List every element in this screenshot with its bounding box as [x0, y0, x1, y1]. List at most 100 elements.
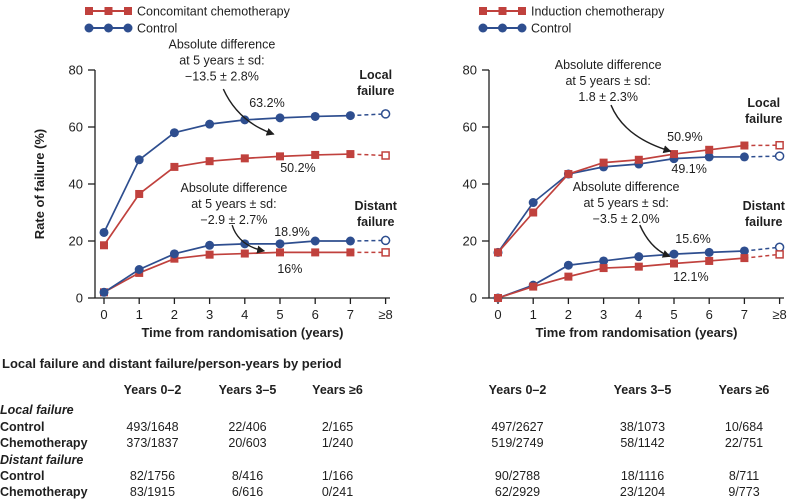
data-point-marker	[346, 150, 354, 158]
y-tick-label: 80	[463, 63, 477, 78]
x-tick-label: 1	[136, 307, 143, 322]
x-tick-label: ≥8	[772, 307, 786, 322]
data-point-marker	[494, 248, 502, 256]
legend-item: Concomitant chemotherapy	[85, 5, 291, 19]
data-point-marker	[670, 150, 678, 158]
table-value: 1/240	[295, 435, 380, 451]
data-point-marker	[635, 263, 643, 271]
x-axis-title: Time from randomisation (years)	[141, 325, 343, 340]
data-point-marker	[529, 283, 537, 291]
data-point-marker	[170, 249, 179, 258]
annotation-arrow	[640, 225, 670, 256]
x-tick-label: 0	[100, 307, 107, 322]
table-spacer	[380, 468, 450, 484]
table-corner	[0, 382, 105, 402]
table-value: 38/1073	[585, 419, 700, 435]
table-value: 18/1116	[585, 468, 700, 484]
x-tick-label: 3	[600, 307, 607, 322]
annotation-text: at 5 years ± sd:	[583, 196, 668, 210]
annotation-text: −3.5 ± 2.0%	[593, 212, 660, 226]
y-tick-label: 40	[69, 177, 83, 192]
value-label: 15.6%	[675, 232, 710, 246]
legend-item: Induction chemotherapy	[479, 5, 665, 19]
y-tick-label: 60	[69, 120, 83, 135]
value-label: 18.9%	[274, 225, 309, 239]
data-point-marker	[170, 163, 178, 171]
curve-group-label: failure	[357, 215, 395, 229]
x-tick-label: 0	[494, 307, 501, 322]
data-point-marker	[479, 7, 487, 15]
data-point-marker	[705, 257, 713, 265]
table-value: 493/1648	[105, 419, 200, 435]
column-header: Years 0–2	[105, 382, 200, 402]
data-point-marker	[740, 142, 748, 150]
series-dashed-extension	[744, 254, 779, 258]
data-point-marker	[311, 248, 319, 256]
data-point-marker	[135, 265, 144, 274]
x-tick-label: ≥8	[378, 307, 392, 322]
series-dashed-extension	[744, 156, 779, 157]
annotation-text: −2.9 ± 2.7%	[200, 213, 267, 227]
data-point-marker	[518, 24, 527, 33]
data-point-marker	[206, 251, 214, 259]
data-point-marker	[564, 273, 572, 281]
table-value: 22/751	[700, 435, 788, 451]
annotation-text: at 5 years ± sd:	[179, 54, 264, 68]
table-value: 58/1142	[585, 435, 700, 451]
data-point-marker	[135, 155, 144, 164]
data-point-marker	[100, 241, 108, 249]
data-point-marker	[346, 237, 355, 246]
curve-group-label: Distant	[743, 199, 786, 213]
annotation-text: Absolute difference	[180, 181, 287, 195]
data-point-marker	[705, 146, 713, 154]
open-end-marker	[382, 236, 390, 244]
value-label: 49.1%	[671, 162, 706, 176]
table-row-label: Chemotherapy	[0, 484, 105, 500]
column-header: Years 0–2	[450, 382, 585, 402]
data-point-marker	[635, 156, 643, 164]
data-point-marker	[564, 170, 572, 178]
annotation-text: Absolute difference	[555, 58, 662, 72]
table-value: 6/616	[200, 484, 295, 500]
table-value: 82/1756	[105, 468, 200, 484]
y-tick-label: 0	[76, 291, 83, 306]
open-end-marker	[776, 142, 783, 149]
annotation-text: at 5 years ± sd:	[565, 74, 650, 88]
table-value: 62/2929	[450, 484, 585, 500]
legend-item: Control	[85, 22, 178, 36]
table-row-label: Control	[0, 468, 105, 484]
data-point-marker	[276, 113, 285, 122]
data-point-marker	[311, 151, 319, 159]
x-tick-label: 7	[741, 307, 748, 322]
y-tick-label: 40	[463, 177, 477, 192]
data-point-marker	[670, 250, 679, 259]
data-point-marker	[494, 294, 502, 302]
y-tick-label: 20	[463, 234, 477, 249]
y-tick-label: 60	[463, 120, 477, 135]
table-spacer	[380, 419, 450, 435]
x-tick-label: 2	[565, 307, 572, 322]
curve-group-label: Distant	[355, 199, 398, 213]
table-value: 90/2788	[450, 468, 585, 484]
x-tick-label: 2	[171, 307, 178, 322]
column-header: Years 3–5	[200, 382, 295, 402]
annotation-text: Absolute difference	[573, 180, 680, 194]
x-tick-label: 7	[347, 307, 354, 322]
table-row-label: Control	[0, 419, 105, 435]
data-point-marker	[498, 24, 507, 33]
data-point-marker	[740, 152, 749, 161]
data-point-marker	[740, 254, 748, 262]
data-point-marker	[241, 154, 249, 162]
y-tick-label: 0	[470, 291, 477, 306]
x-tick-label: 5	[670, 307, 677, 322]
annotation-text: 1.8 ± 2.3%	[578, 90, 638, 104]
table-title: Local failure and distant failure/person…	[0, 354, 788, 382]
data-point-marker	[499, 7, 507, 15]
x-tick-label: 6	[706, 307, 713, 322]
table-value: 519/2749	[450, 435, 585, 451]
column-header: Years 3–5	[585, 382, 700, 402]
curve-group-label: failure	[745, 215, 783, 229]
table-value: 9/773	[700, 484, 788, 500]
